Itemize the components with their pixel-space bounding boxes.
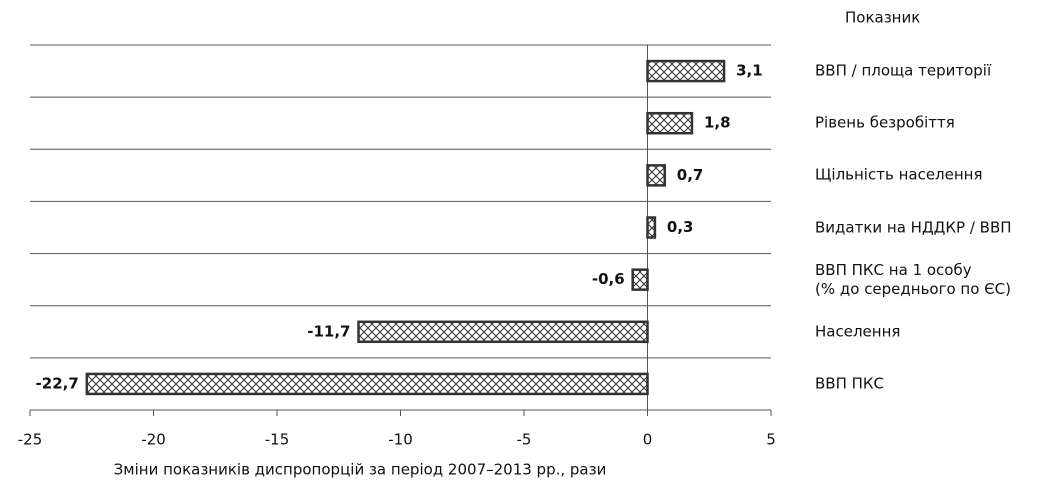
category-label: Щільність населення xyxy=(815,165,983,184)
bar xyxy=(646,111,694,135)
category-label: Населення xyxy=(815,322,901,341)
value-label: 0,3 xyxy=(667,218,694,236)
value-label: -11,7 xyxy=(307,322,350,340)
bar xyxy=(357,320,649,344)
x-tick-label: -15 xyxy=(265,431,290,449)
x-tick-label: 0 xyxy=(643,431,653,449)
legend-title: Показник xyxy=(845,9,920,27)
bar xyxy=(646,164,667,187)
value-label: -22,7 xyxy=(36,374,79,392)
bar xyxy=(646,59,726,83)
bar xyxy=(631,268,649,291)
category-label: ВВП ПКС xyxy=(815,374,885,393)
category-label: ВВП ПКС на 1 особу (% до середнього по Є… xyxy=(815,260,1011,298)
category-label: Рівень безробіття xyxy=(815,113,955,132)
x-tick-label: -5 xyxy=(517,431,532,449)
value-label: 0,7 xyxy=(677,166,704,184)
value-label: 1,8 xyxy=(704,114,731,132)
x-tick-label: 5 xyxy=(766,431,776,449)
value-label: -0,6 xyxy=(592,270,625,288)
value-label: 3,1 xyxy=(736,62,763,80)
category-label: ВВП / площа території xyxy=(815,61,992,80)
x-tick-label: -20 xyxy=(141,431,166,449)
x-axis-label: Зміни показників диспропорцій за період … xyxy=(114,461,607,479)
x-tick-label: -10 xyxy=(388,431,413,449)
category-label: Видатки на НДДКР / ВВП xyxy=(815,218,1012,236)
x-tick-label: -25 xyxy=(18,431,43,449)
bar xyxy=(85,372,649,396)
bar xyxy=(646,216,657,239)
